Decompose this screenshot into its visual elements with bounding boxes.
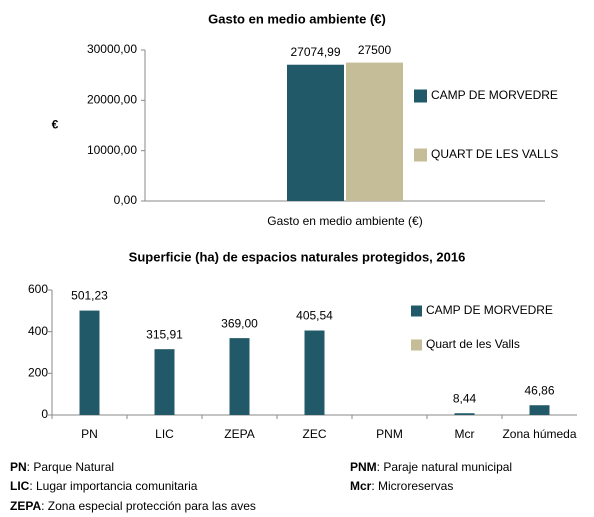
x-tick-label: ZEC	[303, 427, 327, 441]
note-text: : Paraje natural municipal	[376, 460, 513, 474]
bar	[304, 330, 325, 415]
x-tick-label: LIC	[155, 427, 174, 441]
y-tick-label: 10000,00	[87, 143, 137, 157]
note-abbr: ZEPA	[10, 499, 42, 513]
value-label: 27074,99	[290, 45, 340, 59]
x-tick-label: Mcr	[455, 427, 475, 441]
chart-title: Gasto en medio ambiente (€)	[208, 11, 386, 26]
x-tick-label: PNM	[376, 427, 403, 441]
y-tick-label: 30000,00	[87, 42, 137, 56]
y-tick-label: 20000,00	[87, 93, 137, 107]
value-label: 501,23	[71, 289, 108, 303]
legend-label: QUART DE LES VALLS	[431, 147, 558, 161]
y-axis-label: €	[52, 118, 59, 132]
note-abbr: Mcr	[350, 479, 372, 493]
legend-swatch	[414, 89, 427, 103]
value-label: 46,86	[524, 383, 554, 397]
note: PN: Parque Natural	[10, 460, 114, 474]
bar	[79, 310, 100, 415]
value-label: 315,91	[146, 327, 183, 341]
x-tick-label: ZEPA	[224, 427, 254, 441]
value-label: 8,44	[453, 391, 477, 405]
note-text: : Lugar importancia comunitaria	[29, 479, 198, 493]
legend-swatch	[414, 148, 427, 162]
note-abbr: PNM	[350, 460, 377, 474]
note: ZEPA: Zona especial protección para las …	[10, 499, 256, 513]
y-tick-label: 200	[28, 366, 48, 380]
legend-swatch	[411, 305, 422, 317]
y-tick-label: 0,00	[114, 193, 138, 207]
note: Mcr: Microreservas	[350, 479, 453, 493]
legend-swatch	[411, 339, 422, 351]
bar	[154, 349, 175, 415]
value-label: 369,00	[221, 316, 258, 330]
value-label: 405,54	[296, 309, 333, 323]
note: PNM: Paraje natural municipal	[350, 460, 512, 474]
x-tick-label: PN	[81, 427, 98, 441]
bar	[529, 405, 550, 415]
note: LIC: Lugar importancia comunitaria	[10, 479, 197, 493]
legend-label: CAMP DE MORVEDRE	[431, 88, 558, 102]
legend-label: CAMP DE MORVEDRE	[426, 303, 553, 317]
bar	[454, 413, 475, 415]
note-text: : Parque Natural	[26, 460, 115, 474]
note-text: : Zona especial protección para las aves	[41, 499, 256, 513]
bar	[287, 64, 344, 201]
x-tick-label: Gasto en medio ambiente (€)	[267, 214, 422, 228]
y-tick-label: 0	[41, 407, 48, 421]
legend-label: Quart de les Valls	[426, 337, 520, 351]
y-tick-label: 600	[28, 282, 48, 296]
note-abbr: LIC	[10, 479, 30, 493]
x-tick-label: Zona húmeda	[502, 427, 576, 441]
note-text: : Microreservas	[371, 479, 454, 493]
note-abbr: PN	[10, 460, 27, 474]
value-label: 27500	[358, 43, 392, 57]
chart-title: Superficie (ha) de espacios naturales pr…	[129, 249, 466, 264]
y-tick-label: 400	[28, 324, 48, 338]
bar	[346, 62, 403, 202]
bar	[229, 338, 250, 415]
